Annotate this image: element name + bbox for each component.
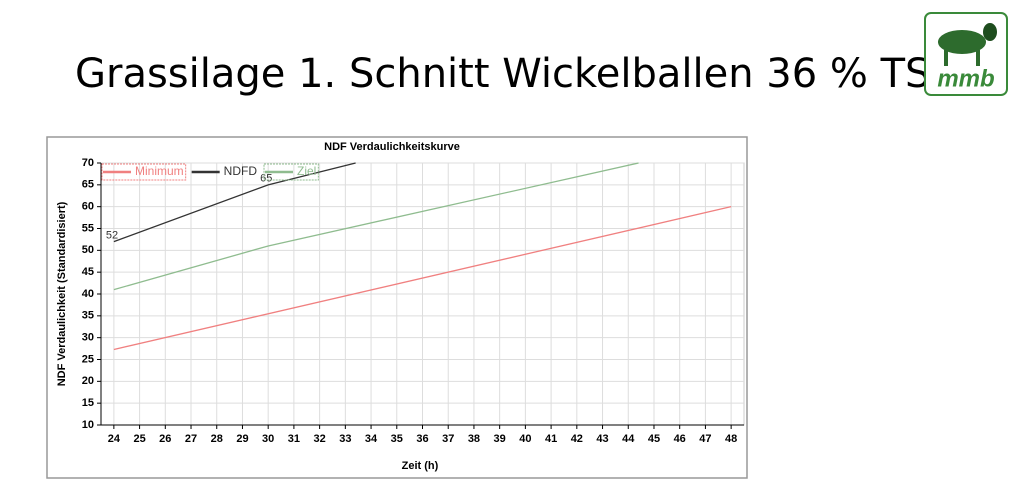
slide-title: Grassilage 1. Schnitt Wickelballen 36 % … <box>75 51 930 97</box>
x-tick-label: 47 <box>699 433 711 445</box>
x-tick-label: 30 <box>262 433 274 445</box>
series-line <box>113 206 732 351</box>
y-tick-label: 55 <box>82 222 94 234</box>
legend-item: NDFD <box>191 164 258 178</box>
y-tick-label: 30 <box>82 332 94 344</box>
legend-label: Ziel <box>297 164 316 178</box>
y-tick-label: 10 <box>82 419 94 431</box>
x-tick-label: 26 <box>159 433 171 445</box>
x-tick-label: 31 <box>288 433 300 445</box>
data-label: 52 <box>106 230 118 242</box>
series-line <box>113 162 639 291</box>
x-tick-label: 27 <box>185 433 197 445</box>
legend-label: Minimum <box>135 164 184 178</box>
logo-cow-leg <box>976 50 980 66</box>
x-tick-label: 41 <box>545 433 557 445</box>
y-tick-label: 20 <box>82 375 94 387</box>
logo-cow-leg <box>944 50 948 66</box>
legend-item: Minimum <box>101 163 187 181</box>
y-tick-label: 65 <box>82 179 94 191</box>
y-tick-label: 70 <box>82 157 94 169</box>
y-tick-label: 45 <box>82 266 94 278</box>
x-tick-label: 44 <box>622 433 635 445</box>
legend-label: NDFD <box>224 164 258 178</box>
x-tick-label: 38 <box>468 433 480 445</box>
y-tick-label: 60 <box>82 201 94 213</box>
legend-box <box>101 163 187 181</box>
x-tick-label: 29 <box>236 433 248 445</box>
logo-cow-head <box>983 23 997 41</box>
data-label: 65 <box>260 173 272 185</box>
series-line <box>113 162 356 243</box>
x-tick-label: 42 <box>571 433 583 445</box>
legend-item: Ziel <box>263 163 319 181</box>
x-tick-label: 43 <box>596 433 608 445</box>
y-tick-label: 40 <box>82 288 94 300</box>
y-tick-label: 15 <box>82 397 94 409</box>
x-tick-label: 34 <box>365 433 378 445</box>
x-tick-label: 48 <box>725 433 737 445</box>
x-tick-label: 45 <box>648 433 660 445</box>
x-tick-label: 40 <box>519 433 531 445</box>
x-tick-label: 33 <box>339 433 351 445</box>
y-tick-label: 50 <box>82 244 94 256</box>
y-axis-label: NDF Verdaulichkeit (Standardisiert) <box>56 201 68 386</box>
x-tick-label: 25 <box>133 433 145 445</box>
x-axis-label: Zeit (h) <box>402 460 439 472</box>
x-tick-label: 46 <box>674 433 686 445</box>
x-tick-label: 24 <box>108 433 121 445</box>
chart-title: NDF Verdaulichkeitskurve <box>324 141 460 153</box>
legend-box <box>263 163 319 181</box>
logo-cow <box>938 30 986 54</box>
x-tick-label: 37 <box>442 433 454 445</box>
logo: mmb <box>924 12 1008 96</box>
x-tick-label: 28 <box>211 433 223 445</box>
y-tick-label: 25 <box>82 353 94 365</box>
x-tick-label: 36 <box>416 433 428 445</box>
x-tick-label: 32 <box>313 433 325 445</box>
x-tick-label: 39 <box>494 433 506 445</box>
x-tick-label: 35 <box>391 433 403 445</box>
y-tick-label: 35 <box>82 310 94 322</box>
logo-text: mmb <box>937 65 994 92</box>
